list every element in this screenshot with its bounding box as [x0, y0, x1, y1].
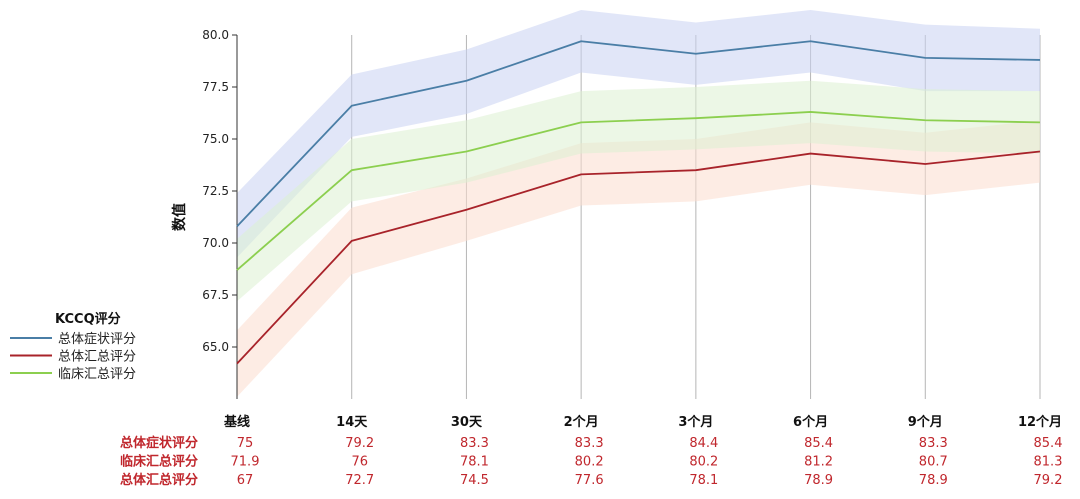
table-cell-1-7: 81.3 [1034, 455, 1063, 470]
table-cell-0-5: 85.4 [804, 436, 833, 451]
table-cell-0-0: 75 [237, 436, 254, 451]
table-cell-1-4: 80.2 [689, 455, 718, 470]
table-cell-2-3: 77.6 [575, 473, 604, 488]
table-row-label-2: 总体汇总评分 [120, 472, 198, 488]
series-line-2 [236, 111, 1041, 271]
table-cell-2-0: 67 [237, 473, 254, 488]
table-cell-1-3: 80.2 [575, 455, 604, 470]
table-cell-2-7: 79.2 [1034, 473, 1063, 488]
table-row-label-1: 临床汇总评分 [120, 454, 198, 470]
x-category-label-1: 14天 [336, 415, 368, 430]
x-category-label-0: 基线 [223, 414, 250, 430]
table-cell-2-2: 74.5 [460, 473, 489, 488]
series-line-1 [236, 150, 1041, 365]
table-cell-0-7: 85.4 [1034, 436, 1063, 451]
legend-title: KCCQ评分 [55, 311, 121, 327]
table-cell-0-6: 83.3 [919, 436, 948, 451]
band-1 [237, 120, 1040, 397]
table-cell-1-1: 76 [351, 455, 368, 470]
y-tick-label-2: 70.0 [202, 236, 229, 250]
table-cell-2-1: 72.7 [345, 473, 374, 488]
x-category-label-4: 3个月 [678, 414, 713, 430]
table-cell-1-0: 71.9 [231, 455, 260, 470]
y-tick-label-6: 80.0 [202, 28, 229, 42]
y-axis-title: 数值 [171, 203, 188, 231]
table-cell-1-5: 81.2 [804, 455, 833, 470]
table-row-label-0: 总体症状评分 [120, 435, 198, 451]
table-cell-1-2: 78.1 [460, 455, 489, 470]
y-tick-label-0: 65.0 [202, 340, 229, 354]
x-category-label-6: 9个月 [908, 414, 943, 430]
y-tick-label-1: 67.5 [202, 288, 229, 302]
band-2 [237, 80, 1040, 302]
y-tick-label-4: 75.0 [202, 132, 229, 146]
y-tick-label-5: 77.5 [202, 80, 229, 94]
table-cell-2-4: 78.1 [689, 473, 718, 488]
table-cell-2-6: 78.9 [919, 473, 948, 488]
table-cell-0-3: 83.3 [575, 436, 604, 451]
table-cell-0-4: 84.4 [689, 436, 718, 451]
x-category-label-3: 2个月 [564, 414, 599, 430]
x-category-label-2: 30天 [451, 415, 483, 430]
confidence-bands [237, 10, 1040, 397]
x-category-label-7: 12个月 [1018, 414, 1062, 430]
table-cell-2-5: 78.9 [804, 473, 833, 488]
legend-label-2: 临床汇总评分 [58, 367, 136, 382]
data-table: 总体症状评分 75 79.2 83.3 83.3 84.4 85.4 83.3 85.4 临床汇总… [120, 435, 1062, 488]
legend-label-1: 总体汇总评分 [58, 350, 136, 365]
x-category-label-5: 6个月 [793, 414, 828, 430]
band-0 [237, 10, 1040, 258]
table-cell-0-1: 79.2 [345, 436, 374, 451]
y-tick-label-3: 72.5 [202, 184, 229, 198]
table-cell-1-6: 80.7 [919, 455, 948, 470]
table-cell-0-2: 83.3 [460, 436, 489, 451]
series-lines [236, 40, 1041, 365]
legend-label-0: 总体症状评分 [58, 332, 136, 347]
series-line-0 [236, 40, 1041, 227]
